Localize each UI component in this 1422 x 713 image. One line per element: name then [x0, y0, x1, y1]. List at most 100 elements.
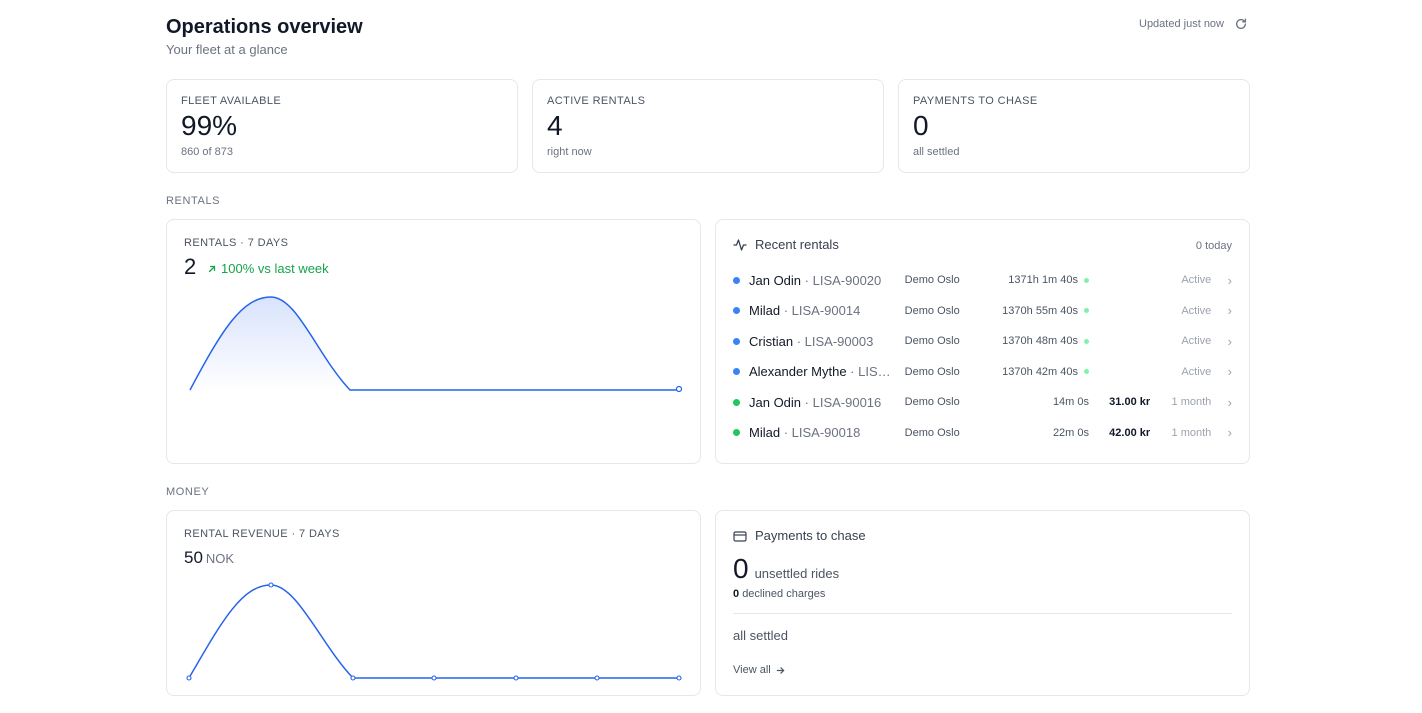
status-dot [733, 429, 740, 436]
arrow-right-icon [776, 666, 785, 674]
rental-duration: 1370h 42m 40s [1002, 365, 1079, 378]
rental-rider: Alexander Mythe · LISA-... [749, 364, 897, 379]
live-dot [1084, 308, 1090, 313]
arrow-up-right-icon [208, 265, 216, 272]
rental-city: Demo Oslo [904, 426, 960, 439]
page-subtitle: Your fleet at a glance [166, 42, 288, 57]
rental-row[interactable]: Cristian · LISA-90003 Demo Oslo 1370h 48m … [733, 330, 1232, 352]
rider-name: Cristian [749, 333, 794, 349]
rental-city: Demo Oslo [904, 274, 960, 286]
rental-rider: Milad · LISA-90014 [749, 303, 897, 318]
live-dot [1084, 338, 1090, 344]
rental-id: · LISA-90018 [780, 425, 861, 440]
rider-name: Jan Odin [749, 272, 802, 288]
rental-city: Demo Oslo [904, 365, 960, 378]
rental-duration: 1370h 48m 40s [1002, 335, 1079, 347]
trend-delta: 100% vs last week [207, 261, 329, 276]
kpi-sub: 860 of 873 [181, 146, 233, 158]
rental-id: · LISA-90003 [793, 333, 874, 349]
page-title: Operations overview [166, 16, 363, 38]
rental-id: · LISA-90020 [801, 272, 882, 288]
rental-duration-cell: 1370h 55m 40s [987, 304, 1090, 317]
rental-id: · LISA-90016 [801, 394, 882, 410]
rental-rider: Jan Odin · LISA-90020 [749, 273, 897, 288]
rental-row[interactable]: Milad · LISA-90018 Demo Oslo 22m 0s 42.00 k… [733, 422, 1232, 444]
rentals-line [189, 296, 679, 391]
chevron-right-icon: › [1227, 425, 1232, 440]
rental-duration-cell: 14m 0s [987, 396, 1089, 408]
chart-value: 50 NOK [184, 548, 234, 568]
rider-name: Alexander Mythe [749, 364, 847, 379]
rental-status: 1 month [1171, 426, 1212, 439]
rental-rider: Milad · LISA-90018 [749, 425, 897, 440]
rental-row[interactable]: Jan Odin · LISA-90016 Demo Oslo 14m 0s 31.0… [733, 391, 1232, 413]
rental-status: Active [1181, 304, 1212, 317]
revenue-point [513, 675, 519, 681]
declined-count: 0 [733, 588, 740, 600]
rental-row[interactable]: Alexander Mythe · LISA-... Demo Oslo 1370h… [733, 361, 1232, 383]
recent-rentals-count: 0 today [1195, 240, 1232, 252]
rental-price: 31.00 kr [1109, 396, 1151, 408]
recent-rentals-header: Recent rentals [733, 237, 839, 252]
revenue-value: 50 [184, 548, 203, 567]
kpi-card-active-rentals: ACTIVE RENTALS 4 right now [532, 79, 884, 173]
refresh-icon[interactable] [1234, 17, 1248, 31]
rental-duration-cell: 1370h 42m 40s [987, 365, 1090, 378]
revenue-point [350, 675, 356, 681]
payments-header: Payments to chase [733, 528, 866, 543]
revenue-point [431, 675, 437, 681]
chart-label: RENTAL REVENUE · 7 DAYS [184, 528, 340, 540]
status-dot [733, 337, 740, 345]
updated-status: Updated just now [1139, 17, 1248, 31]
live-dot [1084, 369, 1090, 374]
rental-duration: 1371h 1m 40s [1008, 274, 1079, 286]
unsettled-label: unsettled rides [754, 566, 840, 581]
rental-price: 42.00 kr [1109, 426, 1151, 439]
rental-city: Demo Oslo [904, 396, 960, 408]
rental-status: Active [1181, 335, 1212, 347]
chevron-right-icon: › [1227, 333, 1232, 349]
declined-summary: 0 declined charges [733, 588, 825, 600]
kpi-label: PAYMENTS TO CHASE [913, 95, 1038, 107]
rental-row[interactable]: Jan Odin · LISA-90020 Demo Oslo 1371h 1m 4… [733, 269, 1232, 291]
chevron-right-icon: › [1227, 394, 1232, 410]
unsettled-count: 0 [733, 553, 749, 584]
chart-value: 2 [184, 254, 197, 279]
recent-rentals-card: Recent rentals 0 today Jan Odin · LISA-9… [715, 219, 1250, 464]
kpi-value: 4 [547, 110, 563, 141]
rental-duration-cell: 22m 0s [987, 427, 1089, 439]
revenue-sparkline [186, 582, 682, 681]
kpi-label: FLEET AVAILABLE [181, 95, 282, 107]
rental-duration: 1370h 55m 40s [1002, 304, 1079, 317]
rider-name: Milad [749, 425, 781, 440]
status-dot [733, 307, 740, 314]
view-all-link[interactable]: View all [733, 664, 785, 676]
rental-status: 1 month [1171, 396, 1212, 408]
unsettled-summary: 0 unsettled rides [733, 553, 839, 585]
section-label-rentals: RENTALS [166, 195, 221, 207]
rental-duration: 22m 0s [1052, 426, 1090, 439]
rental-rider: Jan Odin · LISA-90016 [749, 395, 897, 410]
payments-title: Payments to chase [755, 528, 866, 543]
status-dot [733, 276, 740, 284]
recent-rentals-title: Recent rentals [755, 237, 839, 252]
rental-status: Active [1181, 365, 1212, 378]
rentals-sparkline [189, 296, 683, 393]
revenue-chart-card: RENTAL REVENUE · 7 DAYS 50 NOK [166, 510, 701, 696]
rental-status: Active [1181, 274, 1212, 286]
revenue-point [594, 675, 600, 681]
rental-row[interactable]: Milad · LISA-90014 Demo Oslo 1370h 55m 40s… [733, 300, 1232, 322]
settled-status: all settled [733, 628, 788, 643]
kpi-value: 99% [181, 110, 238, 141]
divider [733, 613, 1232, 614]
updated-label: Updated just now [1139, 18, 1224, 30]
payments-card: Payments to chase 0 unsettled rides 0 de… [715, 510, 1250, 696]
kpi-card-fleet-available: FLEET AVAILABLE 99% 860 of 873 [166, 79, 518, 173]
rentals-area [190, 297, 679, 392]
rental-city: Demo Oslo [904, 304, 960, 317]
activity-icon [733, 238, 747, 251]
status-dot [733, 368, 740, 375]
kpi-value: 0 [913, 110, 929, 141]
revenue-point [676, 675, 682, 681]
rentals-chart-card: RENTALS · 7 DAYS 2 100% vs last week [166, 219, 701, 464]
